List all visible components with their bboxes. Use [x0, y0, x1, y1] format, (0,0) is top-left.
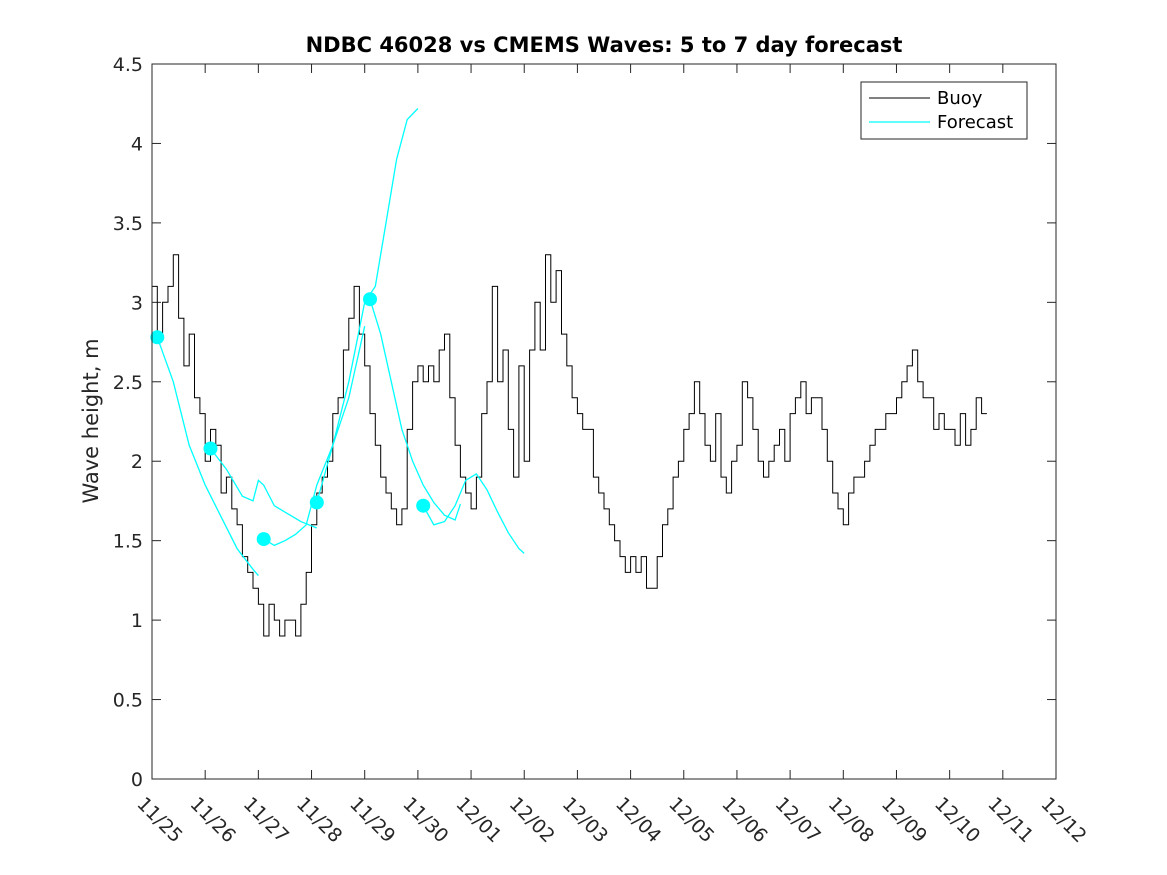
- forecast-line-1: [156, 337, 259, 577]
- legend: Buoy Forecast: [860, 81, 1028, 140]
- buoy-line: [152, 254, 987, 637]
- y-tick-label: 3: [131, 292, 143, 314]
- legend-buoy-label: Buoy: [937, 88, 983, 109]
- buoy-series: [152, 254, 987, 637]
- y-tick-label: 0: [131, 769, 143, 791]
- y-tick-label: 3.5: [113, 213, 143, 235]
- chart-title: NDBC 46028 vs CMEMS Waves: 5 to 7 day fo…: [306, 33, 903, 57]
- forecast-start-marker: [256, 532, 271, 547]
- forecast-line-4: [316, 108, 419, 503]
- forecast-start-marker: [309, 495, 324, 510]
- forecast-start-markers: [150, 292, 431, 547]
- forecast-line-6: [422, 473, 525, 554]
- forecast-start-marker: [416, 498, 431, 513]
- y-tick-label: 1: [131, 610, 143, 632]
- forecast-line-5: [369, 299, 462, 521]
- y-axis-label: Wave height, m: [79, 338, 103, 503]
- y-tick-label: 2: [131, 451, 143, 473]
- y-tick-label: 4: [131, 133, 143, 155]
- y-tick-label: 2.5: [113, 372, 143, 394]
- plot-frame: [151, 63, 1057, 780]
- y-axis-ticks: 0 0.5 1 1.5 2 2.5 3 3.5 4 4.5: [113, 54, 1056, 791]
- forecast-line-3: [263, 326, 366, 547]
- legend-forecast-label: Forecast: [937, 112, 1013, 133]
- y-tick-label: 4.5: [113, 54, 143, 76]
- forecast-start-marker: [363, 292, 377, 307]
- y-tick-label: 1.5: [113, 531, 143, 553]
- legend-box: [860, 81, 1028, 140]
- forecast-series: [156, 108, 525, 577]
- forecast-start-marker: [203, 441, 218, 456]
- y-tick-label: 0.5: [113, 690, 143, 712]
- forecast-start-marker: [150, 330, 165, 345]
- plot-area: [152, 64, 1056, 779]
- forecast-line-2: [209, 448, 318, 529]
